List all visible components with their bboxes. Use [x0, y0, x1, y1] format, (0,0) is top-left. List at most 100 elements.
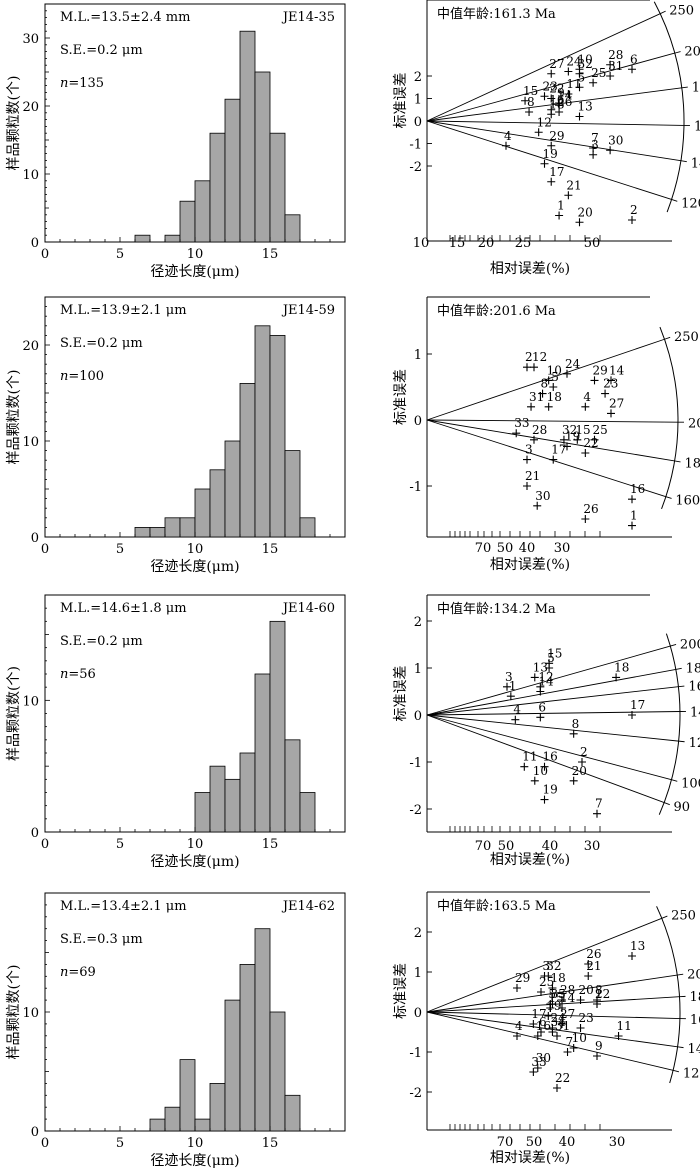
- grain-point: [547, 94, 556, 103]
- grain-point-label: 12: [538, 670, 553, 684]
- age-ray: [426, 120, 684, 126]
- grain-point-label: 21: [525, 469, 540, 483]
- grain-point: [523, 482, 531, 490]
- x-tick-label: 5: [116, 542, 124, 557]
- histogram-bar: [269, 620, 286, 833]
- grain-point: [564, 191, 573, 200]
- age-tick: [674, 460, 681, 463]
- grain-point: [553, 1032, 561, 1040]
- grain-count-label: n=56: [60, 667, 96, 682]
- age-tick: [677, 1046, 684, 1049]
- x-axis-title: 径迹长度(μm): [150, 264, 239, 280]
- grain-point: [628, 495, 636, 504]
- grain-point-label: 13: [630, 939, 645, 953]
- y-axis-title: 标准误差: [393, 369, 409, 425]
- histogram-bar: [134, 234, 151, 243]
- histogram-bar: [209, 132, 226, 243]
- grain-point-label: 23: [579, 1011, 594, 1025]
- n-value: =69: [68, 965, 95, 980]
- y-tick-label: 0: [31, 826, 39, 841]
- grain-point-label: 26: [557, 95, 572, 109]
- radial-plot-JE14-62: 250200180160140120210-1-270504030中值年龄:16…: [393, 891, 700, 1166]
- grain-point: [523, 455, 531, 464]
- grain-point: [513, 984, 521, 992]
- grain-point-label: 14: [538, 675, 554, 689]
- grain-point-label: 16: [536, 1019, 551, 1033]
- grain-point: [614, 1032, 623, 1040]
- grain-point-label: 2: [525, 350, 533, 364]
- x-tick-label: 15: [262, 247, 279, 262]
- grain-point: [606, 60, 615, 69]
- grain-point-label: 12: [537, 115, 552, 129]
- histogram-bar: [209, 1083, 226, 1132]
- histogram-bar: [224, 440, 241, 538]
- histogram-bar: [284, 739, 301, 833]
- histogram-JE14-59: 0 5 10 15 0 10 20 M.L.=13.9±2.1 μm S.E.=0.2 μm n=…: [6, 296, 346, 575]
- histogram-bar: [254, 325, 271, 538]
- x-tick-label: 15: [449, 236, 466, 251]
- grain-point-label: 3: [505, 670, 513, 684]
- central-age-title: 中值年龄:201.6 Ma: [437, 303, 556, 319]
- grain-point: [569, 776, 578, 785]
- grain-point-label: 26: [586, 947, 601, 961]
- grain-point: [628, 65, 636, 74]
- grain-point-label: 28: [560, 983, 575, 997]
- grain-point-label: 29: [593, 363, 608, 377]
- x-axis-title: 径迹长度(μm): [150, 559, 239, 575]
- grain-point: [589, 78, 598, 87]
- age-tick: [680, 160, 687, 163]
- x-tick-label: 5: [116, 1136, 124, 1151]
- grain-point: [576, 996, 585, 1004]
- age-scale-arc: [656, 906, 681, 1084]
- x-tick-label: 0: [41, 542, 49, 557]
- grain-point-label: 11: [566, 77, 581, 91]
- grain-point-label: 13: [578, 100, 593, 114]
- grain-point: [544, 972, 553, 980]
- grain-point: [544, 1012, 553, 1020]
- grain-point-label: 8: [527, 95, 535, 109]
- grain-point: [537, 988, 545, 996]
- age-tick: [665, 496, 672, 499]
- histogram-bar: [194, 180, 211, 243]
- x-tick-label: 0: [41, 247, 49, 262]
- grain-point: [529, 1020, 538, 1028]
- grain-point-label: 18: [547, 390, 562, 404]
- grain-point-label: 28: [532, 423, 547, 437]
- histogram-bar: [179, 200, 196, 243]
- grain-point-label: 19: [543, 783, 558, 797]
- grain-point: [607, 409, 615, 418]
- age-label: 140: [690, 705, 700, 720]
- y-tick-label: 0: [31, 531, 39, 546]
- histogram-bar: [209, 765, 226, 833]
- age-label: 160: [690, 1013, 700, 1028]
- grain-point: [575, 83, 584, 92]
- grain-point-label: 10: [547, 363, 562, 377]
- y-tick-label: 10: [22, 168, 39, 183]
- histogram-bar: [179, 517, 196, 538]
- grain-point-label: 30: [535, 489, 550, 503]
- grain-point: [506, 692, 515, 701]
- grain-point-label: 26: [583, 502, 598, 516]
- sample-id-label: JE14-60: [281, 601, 335, 616]
- x-tick-label: 10: [187, 1136, 204, 1151]
- y-tick-label: 0: [31, 1125, 39, 1140]
- x-tick-label: 20: [478, 236, 495, 251]
- age-ray: [426, 120, 681, 162]
- grain-point-label: 20: [572, 764, 587, 778]
- age-ray: [426, 974, 678, 1013]
- histogram-bar: [149, 1118, 166, 1132]
- x-tick-label: 40: [559, 1135, 576, 1150]
- grain-point-label: 22: [549, 82, 564, 96]
- y-tick-label: 20: [22, 100, 39, 115]
- grain-point-label: 3: [543, 959, 551, 973]
- y-tick-label: 1: [414, 662, 422, 677]
- grain-point-label: 1: [509, 679, 517, 693]
- age-ray: [426, 87, 682, 122]
- age-ray: [426, 686, 679, 716]
- y-tick-label: 0: [414, 414, 422, 429]
- histograms-layer: 0 5 10 15 0 10 20 30 M.L.=13.5±2.4 mm S.E.=0.2 μm…: [6, 3, 346, 1169]
- x-axis-title: 相对误差(%): [490, 1150, 570, 1166]
- grain-point: [575, 218, 584, 227]
- grain-point-label: 6: [539, 1015, 547, 1029]
- y-tick-label: -2: [409, 1086, 422, 1101]
